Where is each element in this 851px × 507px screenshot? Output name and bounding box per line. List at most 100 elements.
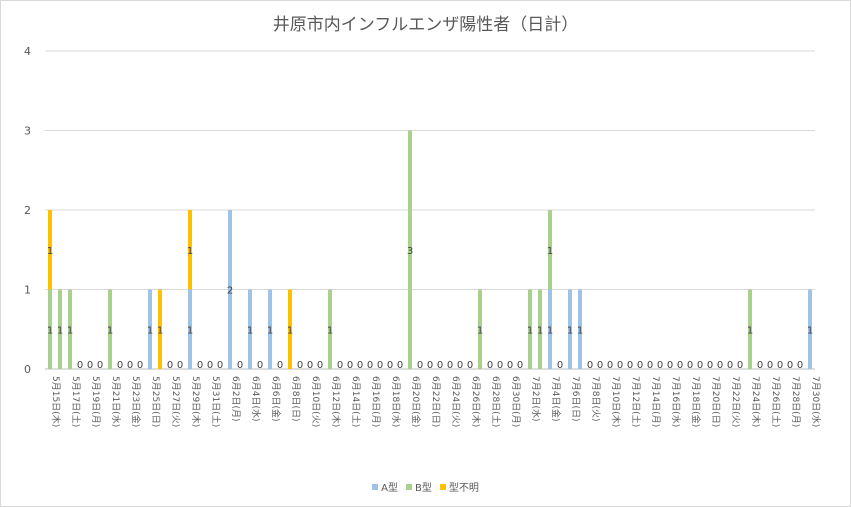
data-label: 0 <box>627 360 633 371</box>
data-label: 0 <box>347 360 353 371</box>
legend-label: A型 <box>381 483 398 494</box>
data-label: 0 <box>507 360 513 371</box>
data-label: 1 <box>247 325 253 336</box>
data-label: 0 <box>127 360 133 371</box>
bar-segment <box>748 289 752 369</box>
x-tick-label: 5月29日(木) <box>190 376 202 427</box>
data-label: 1 <box>747 325 753 336</box>
data-label: 2 <box>227 286 233 297</box>
x-tick-label: 7月14日(月) <box>650 376 661 427</box>
bar-segment <box>548 289 552 369</box>
bar-segment <box>248 289 252 369</box>
data-label: 1 <box>547 325 553 336</box>
data-label: 1 <box>287 325 293 336</box>
x-tick-label: 7月6日(日) <box>570 376 581 421</box>
data-label: 0 <box>587 360 593 371</box>
x-tick-label: 6月12日(木) <box>330 376 342 427</box>
data-label: 0 <box>367 360 373 371</box>
x-tick-label: 6月14日(土) <box>350 376 362 427</box>
data-label: 0 <box>257 360 263 371</box>
data-label: 1 <box>547 246 553 257</box>
data-label: 0 <box>667 360 673 371</box>
bar-segment <box>408 130 412 369</box>
data-label: 0 <box>637 360 643 371</box>
bar-segment <box>538 289 542 369</box>
data-label: 0 <box>657 360 663 371</box>
data-label: 1 <box>187 246 193 257</box>
bar-segment <box>158 289 162 369</box>
data-label: 1 <box>267 325 273 336</box>
data-label: 0 <box>197 360 203 371</box>
data-label: 0 <box>727 360 733 371</box>
data-label: 0 <box>297 360 303 371</box>
data-label: 0 <box>307 360 313 371</box>
legend-swatch <box>372 483 379 490</box>
data-label: 0 <box>697 360 703 371</box>
bar-segment <box>548 210 552 290</box>
x-tick-label: 5月21日(水) <box>110 376 122 427</box>
data-label: 0 <box>457 360 463 371</box>
data-label: 3 <box>407 246 413 257</box>
x-tick-label: 7月2日(水) <box>530 376 542 421</box>
x-tick-label: 6月16日(月) <box>370 376 381 427</box>
x-tick-label: 7月10日(木) <box>610 376 622 427</box>
data-label: 1 <box>57 325 63 336</box>
data-label: 0 <box>237 360 243 371</box>
data-label: 0 <box>337 360 343 371</box>
data-label: 0 <box>387 360 393 371</box>
data-label: 0 <box>757 360 763 371</box>
data-label: 1 <box>477 325 483 336</box>
data-label: 0 <box>497 360 503 371</box>
x-tick-label: 7月22日(火) <box>730 376 741 427</box>
data-label: 0 <box>217 360 223 371</box>
data-label: 1 <box>567 325 573 336</box>
bar-segment <box>228 210 232 369</box>
x-tick-label: 7月24日(木) <box>750 376 762 427</box>
x-tick-label: 6月4日(水) <box>250 376 262 421</box>
data-label: 0 <box>707 360 713 371</box>
data-label: 1 <box>67 325 73 336</box>
bar-segment <box>478 289 482 369</box>
data-label: 0 <box>797 360 803 371</box>
data-label: 0 <box>777 360 783 371</box>
legend-swatch <box>405 483 412 490</box>
x-tick-label: 7月16日(水) <box>670 376 682 427</box>
legend: A型 B型 型不明 <box>0 479 851 494</box>
data-label: 0 <box>517 360 523 371</box>
x-tick-label: 7月26日(土) <box>770 376 782 427</box>
data-label: 0 <box>447 360 453 371</box>
data-label: 0 <box>437 360 443 371</box>
data-label: 0 <box>487 360 493 371</box>
data-label: 0 <box>77 360 83 371</box>
data-label: 1 <box>107 325 113 336</box>
x-tick-label: 6月20日(金) <box>410 376 422 427</box>
bar-segment <box>108 289 112 369</box>
y-tick-label: 2 <box>24 204 31 217</box>
x-tick-label: 5月15日(木) <box>50 376 62 427</box>
y-tick-label: 3 <box>24 125 31 138</box>
data-label: 1 <box>807 325 813 336</box>
data-label: 0 <box>427 360 433 371</box>
data-label: 0 <box>677 360 683 371</box>
data-label: 1 <box>527 325 533 336</box>
x-tick-label: 5月27日(火) <box>170 376 181 427</box>
x-tick-label: 6月28日(土) <box>490 376 502 427</box>
bar-segment <box>148 289 152 369</box>
data-label: 0 <box>397 360 403 371</box>
x-tick-label: 6月10日(火) <box>310 376 321 427</box>
data-label: 0 <box>597 360 603 371</box>
data-label: 0 <box>177 360 183 371</box>
x-tick-label: 7月30日(水) <box>810 376 822 427</box>
data-label: 1 <box>327 325 333 336</box>
x-tick-label: 7月18日(金) <box>690 376 702 427</box>
x-tick-label: 7月20日(日) <box>710 376 721 427</box>
bar-segment <box>58 289 62 369</box>
x-tick-label: 6月6日(金) <box>270 376 282 421</box>
data-label: 0 <box>607 360 613 371</box>
legend-label: 型不明 <box>448 483 479 494</box>
x-tick-label: 7月28日(月) <box>790 376 801 427</box>
data-label: 1 <box>147 325 153 336</box>
data-label: 1 <box>187 325 193 336</box>
